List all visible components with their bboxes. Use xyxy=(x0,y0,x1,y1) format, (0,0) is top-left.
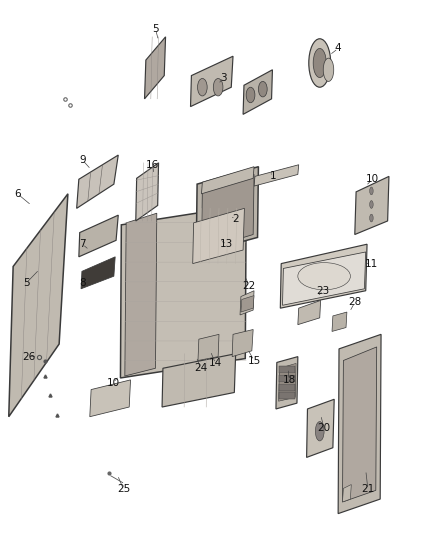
Ellipse shape xyxy=(213,78,223,96)
Polygon shape xyxy=(307,399,334,457)
Polygon shape xyxy=(355,176,389,235)
Text: 25: 25 xyxy=(117,484,130,495)
Text: 14: 14 xyxy=(209,358,222,368)
Text: 20: 20 xyxy=(318,423,331,433)
Polygon shape xyxy=(332,312,347,332)
Polygon shape xyxy=(241,296,254,312)
Polygon shape xyxy=(240,290,254,315)
Text: 2: 2 xyxy=(232,214,239,224)
Polygon shape xyxy=(79,215,118,257)
Polygon shape xyxy=(81,257,115,289)
Text: 11: 11 xyxy=(365,259,378,269)
Text: 7: 7 xyxy=(79,239,86,249)
Polygon shape xyxy=(232,329,253,357)
Polygon shape xyxy=(90,380,131,417)
Text: 8: 8 xyxy=(79,278,86,288)
Circle shape xyxy=(370,187,373,195)
Text: 22: 22 xyxy=(242,281,255,291)
Polygon shape xyxy=(243,70,272,115)
Polygon shape xyxy=(136,163,159,221)
Polygon shape xyxy=(201,174,254,250)
Polygon shape xyxy=(196,167,258,254)
Polygon shape xyxy=(125,213,157,376)
Text: 10: 10 xyxy=(106,378,120,388)
Circle shape xyxy=(309,39,331,87)
Polygon shape xyxy=(279,364,296,401)
Text: 10: 10 xyxy=(366,174,379,184)
Text: 24: 24 xyxy=(194,364,207,373)
Ellipse shape xyxy=(258,82,267,97)
Bar xyxy=(279,366,295,373)
Polygon shape xyxy=(280,244,367,308)
Text: 5: 5 xyxy=(152,24,159,34)
Text: 26: 26 xyxy=(22,352,35,361)
Bar xyxy=(279,375,295,382)
Text: 18: 18 xyxy=(283,375,296,385)
Circle shape xyxy=(370,200,373,208)
Text: 1: 1 xyxy=(270,172,277,181)
Polygon shape xyxy=(145,37,166,99)
Text: 5: 5 xyxy=(23,278,30,288)
Ellipse shape xyxy=(246,87,255,103)
Text: 21: 21 xyxy=(361,484,374,495)
Polygon shape xyxy=(276,357,298,409)
Polygon shape xyxy=(254,165,299,186)
Polygon shape xyxy=(191,56,233,107)
Polygon shape xyxy=(9,194,68,417)
Polygon shape xyxy=(298,301,321,325)
Circle shape xyxy=(370,214,373,222)
Text: 13: 13 xyxy=(220,239,233,249)
Ellipse shape xyxy=(298,263,350,290)
Polygon shape xyxy=(283,252,366,305)
Text: 16: 16 xyxy=(146,160,159,169)
Polygon shape xyxy=(77,155,118,208)
Text: 3: 3 xyxy=(220,72,227,83)
Polygon shape xyxy=(343,347,377,502)
Polygon shape xyxy=(120,205,246,378)
Text: 28: 28 xyxy=(348,297,361,308)
Text: 6: 6 xyxy=(14,189,21,199)
Text: 4: 4 xyxy=(335,44,342,53)
Circle shape xyxy=(323,58,334,82)
Text: 15: 15 xyxy=(247,356,261,366)
Text: 9: 9 xyxy=(79,155,86,165)
Bar xyxy=(279,384,295,391)
Circle shape xyxy=(313,49,326,77)
Polygon shape xyxy=(198,334,219,360)
Polygon shape xyxy=(343,484,351,502)
Polygon shape xyxy=(338,334,381,514)
Polygon shape xyxy=(162,354,236,407)
Circle shape xyxy=(315,422,324,441)
Polygon shape xyxy=(201,167,254,194)
Text: 23: 23 xyxy=(317,286,330,296)
Bar xyxy=(279,392,295,399)
Polygon shape xyxy=(193,208,244,264)
Ellipse shape xyxy=(198,78,207,96)
